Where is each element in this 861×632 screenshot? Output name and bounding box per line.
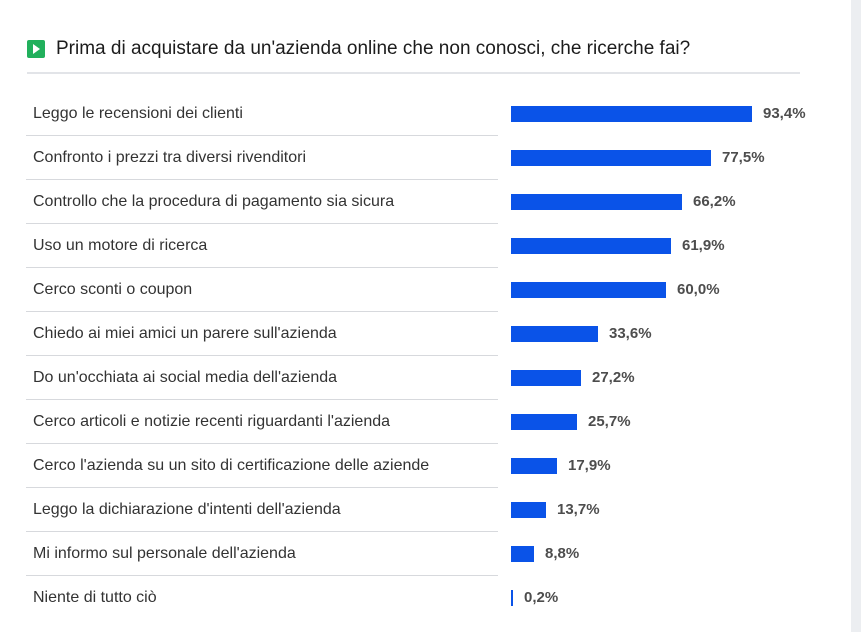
chart-row: Mi informo sul personale dell'azienda 8,8…: [0, 532, 851, 576]
chart-row: Niente di tutto ciò 0,2%: [0, 576, 851, 620]
data-label: 61,9%: [682, 237, 725, 254]
data-label: 13,7%: [557, 501, 600, 518]
bar: [511, 194, 682, 210]
category-label: Cerco sconti o coupon: [33, 281, 193, 298]
scrollbar-track[interactable]: [851, 0, 861, 632]
category-label: Leggo la dichiarazione d'intenti dell'az…: [33, 501, 341, 518]
category-cell: Niente di tutto ciò: [26, 576, 498, 619]
category-label: Chiedo ai miei amici un parere sull'azie…: [33, 325, 337, 342]
bar: [511, 106, 752, 122]
category-label: Confronto i prezzi tra diversi rivendito…: [33, 149, 306, 166]
bar: [511, 458, 557, 474]
bar: [511, 326, 598, 342]
data-label: 17,9%: [568, 457, 611, 474]
chart-row: Do un'occhiata ai social media dell'azie…: [0, 356, 851, 400]
category-label: Cerco articoli e notizie recenti riguard…: [33, 413, 391, 430]
data-label: 33,6%: [609, 325, 652, 342]
bar: [511, 370, 581, 386]
bar: [511, 238, 671, 254]
bar-chart: Leggo le recensioni dei clienti 93,4% Conf…: [0, 92, 851, 620]
chart-row: Cerco sconti o coupon 60,0%: [0, 268, 851, 312]
chart-row: Cerco articoli e notizie recenti riguard…: [0, 400, 851, 444]
category-label: Do un'occhiata ai social media dell'azie…: [33, 369, 338, 386]
category-cell: Chiedo ai miei amici un parere sull'azie…: [26, 312, 498, 356]
category-cell: Leggo la dichiarazione d'intenti dell'az…: [26, 488, 498, 532]
bar: [511, 282, 666, 298]
data-label: 60,0%: [677, 281, 720, 298]
category-label: Uso un motore di ricerca: [33, 237, 208, 254]
bar: [511, 150, 711, 166]
category-cell: Cerco l'azienda su un sito di certificaz…: [26, 444, 498, 488]
data-label: 25,7%: [588, 413, 631, 430]
category-label: Niente di tutto ciò: [33, 589, 157, 606]
chart-row: Cerco l'azienda su un sito di certificaz…: [0, 444, 851, 488]
data-label: 77,5%: [722, 149, 765, 166]
category-cell: Cerco articoli e notizie recenti riguard…: [26, 400, 498, 444]
data-label: 66,2%: [693, 193, 736, 210]
bar: [511, 502, 546, 518]
category-label: Controllo che la procedura di pagamento …: [33, 193, 395, 210]
category-label: Mi informo sul personale dell'azienda: [33, 545, 296, 562]
chart-title: Prima di acquistare da un'azienda online…: [56, 38, 691, 59]
chart-row: Confronto i prezzi tra diversi rivendito…: [0, 136, 851, 180]
chart-row: Chiedo ai miei amici un parere sull'azie…: [0, 312, 851, 356]
data-label: 8,8%: [545, 545, 580, 562]
category-cell: Leggo le recensioni dei clienti: [26, 92, 498, 136]
chart-row: Uso un motore di ricerca 61,9%: [0, 224, 851, 268]
bar: [511, 414, 577, 430]
play-icon: [27, 40, 45, 58]
chart-row: Leggo le recensioni dei clienti 93,4%: [0, 92, 851, 136]
bar: [511, 590, 513, 606]
chart-header: Prima di acquistare da un'azienda online…: [27, 38, 800, 74]
category-cell: Confronto i prezzi tra diversi rivendito…: [26, 136, 498, 180]
category-cell: Do un'occhiata ai social media dell'azie…: [26, 356, 498, 400]
data-label: 27,2%: [592, 369, 635, 386]
data-label: 93,4%: [763, 105, 806, 122]
category-cell: Mi informo sul personale dell'azienda: [26, 532, 498, 576]
category-label: Cerco l'azienda su un sito di certificaz…: [33, 457, 430, 474]
chart-row: Leggo la dichiarazione d'intenti dell'az…: [0, 488, 851, 532]
data-label: 0,2%: [524, 589, 559, 606]
category-cell: Cerco sconti o coupon: [26, 268, 498, 312]
bar: [511, 546, 534, 562]
category-cell: Uso un motore di ricerca: [26, 224, 498, 268]
category-label: Leggo le recensioni dei clienti: [33, 105, 243, 122]
chart-row: Controllo che la procedura di pagamento …: [0, 180, 851, 224]
category-cell: Controllo che la procedura di pagamento …: [26, 180, 498, 224]
